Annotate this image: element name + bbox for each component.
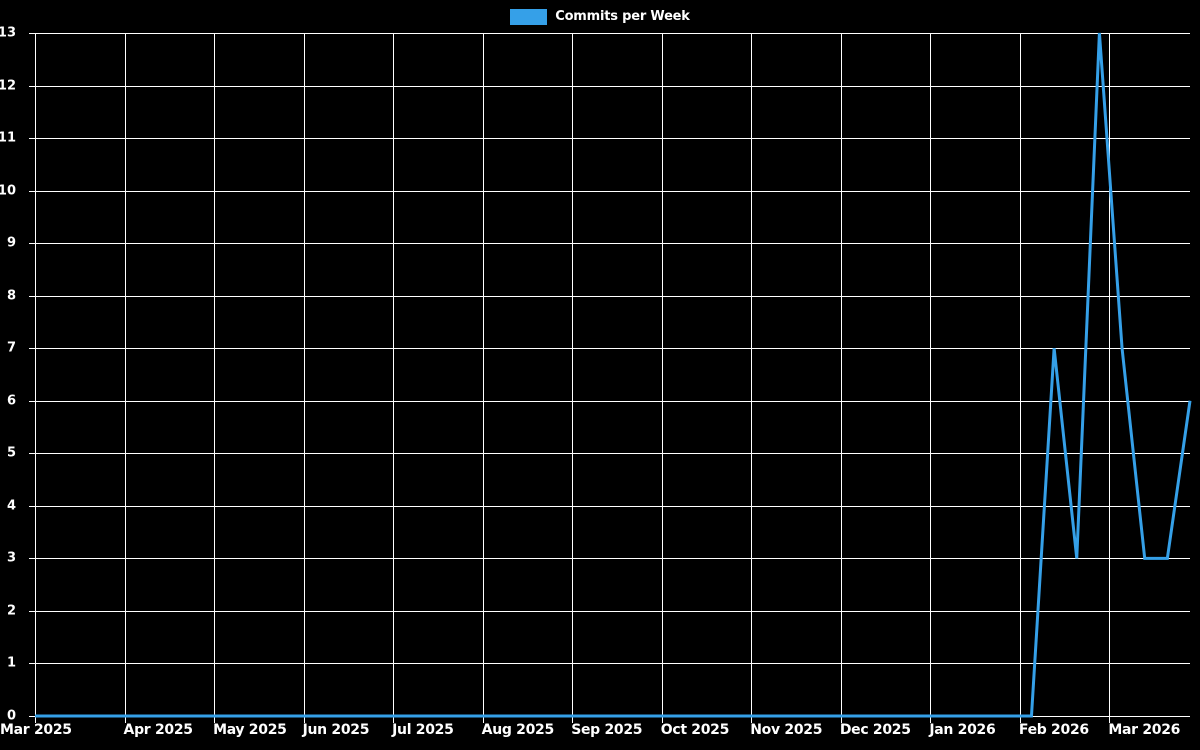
- x-tick-mark: [393, 717, 395, 723]
- y-gridline: [35, 138, 1190, 140]
- x-tick-label: Jan 2026: [929, 722, 996, 738]
- y-tick-label: 7: [6, 340, 16, 356]
- y-gridline: [35, 243, 1190, 245]
- y-tick-label: 0: [6, 708, 16, 724]
- chart-legend: Commits per Week: [0, 6, 1200, 28]
- x-tick-label: Feb 2026: [1018, 722, 1089, 738]
- series-polyline: [35, 32, 1192, 718]
- y-tick-mark: [29, 558, 35, 560]
- y-gridline: [35, 558, 1190, 560]
- x-tick-mark: [1109, 717, 1111, 723]
- y-axis-line: [35, 33, 36, 716]
- y-tick-mark: [29, 243, 35, 245]
- y-tick-mark: [29, 85, 35, 87]
- x-gridline: [930, 33, 932, 716]
- x-tick-mark: [482, 717, 484, 723]
- x-tick-mark: [124, 717, 126, 723]
- x-tick-mark: [1019, 717, 1021, 723]
- y-tick-label: 9: [6, 235, 16, 251]
- legend-color-swatch-icon: [510, 9, 548, 25]
- y-gridline: [35, 190, 1190, 192]
- y-tick-label: 13: [0, 25, 16, 41]
- y-gridline: [35, 505, 1190, 507]
- y-tick-mark: [29, 453, 35, 455]
- x-tick-mark: [840, 717, 842, 723]
- y-gridline: [35, 400, 1190, 402]
- x-tick-mark: [751, 717, 753, 723]
- x-tick-mark: [661, 717, 663, 723]
- legend-label-commits-per-week: Commits per Week: [555, 9, 690, 24]
- x-tick-label: Dec 2025: [839, 722, 911, 738]
- x-gridline: [661, 33, 663, 716]
- x-tick-label: Apr 2025: [123, 722, 194, 738]
- x-tick-mark: [572, 717, 574, 723]
- y-tick-label: 5: [6, 445, 16, 461]
- y-gridline: [35, 663, 1190, 665]
- y-tick-mark: [29, 505, 35, 507]
- x-gridline: [751, 33, 753, 716]
- x-tick-mark: [303, 717, 305, 723]
- y-tick-label: 1: [6, 655, 16, 671]
- y-gridline: [35, 33, 1190, 34]
- x-gridline: [572, 33, 574, 716]
- x-tick-label: May 2025: [213, 722, 287, 738]
- y-tick-mark: [29, 663, 35, 665]
- y-tick-label: 11: [0, 130, 16, 146]
- x-tick-label: Aug 2025: [481, 722, 555, 738]
- x-gridline: [840, 33, 842, 716]
- y-tick-mark: [29, 400, 35, 402]
- x-tick-label: Mar 2025: [0, 722, 72, 738]
- y-tick-label: 2: [6, 603, 16, 619]
- y-tick-label: 3: [6, 550, 16, 566]
- x-tick-label: Oct 2025: [660, 722, 730, 738]
- x-gridline: [1109, 33, 1111, 716]
- y-tick-label: 4: [6, 498, 16, 514]
- y-gridline: [35, 610, 1190, 612]
- y-tick-label: 6: [6, 393, 16, 409]
- x-gridline: [303, 33, 305, 716]
- x-gridline: [393, 33, 395, 716]
- y-tick-label: 8: [6, 288, 16, 304]
- y-tick-label: 12: [0, 78, 16, 94]
- x-tick-label: Jun 2025: [302, 722, 370, 738]
- y-gridline: [35, 453, 1190, 455]
- x-gridline: [482, 33, 484, 716]
- x-tick-label: Nov 2025: [750, 722, 823, 738]
- x-tick-label: Mar 2026: [1108, 722, 1181, 738]
- y-gridline: [35, 348, 1190, 350]
- y-tick-mark: [29, 295, 35, 297]
- y-tick-mark: [29, 138, 35, 140]
- x-tick-mark: [930, 717, 932, 723]
- x-tick-label: Jul 2025: [392, 722, 454, 738]
- x-tick-mark: [35, 717, 36, 723]
- x-tick-mark: [214, 717, 216, 723]
- y-tick-mark: [29, 348, 35, 350]
- y-tick-mark: [29, 610, 35, 612]
- y-tick-mark: [29, 716, 35, 717]
- y-tick-label: 10: [0, 183, 16, 199]
- x-gridline: [124, 33, 126, 716]
- y-gridline: [35, 85, 1190, 87]
- x-tick-label: Sep 2025: [571, 722, 643, 738]
- y-tick-mark: [29, 33, 35, 34]
- x-gridline: [1019, 33, 1021, 716]
- y-tick-mark: [29, 190, 35, 192]
- x-gridline: [214, 33, 216, 716]
- y-gridline: [35, 295, 1190, 297]
